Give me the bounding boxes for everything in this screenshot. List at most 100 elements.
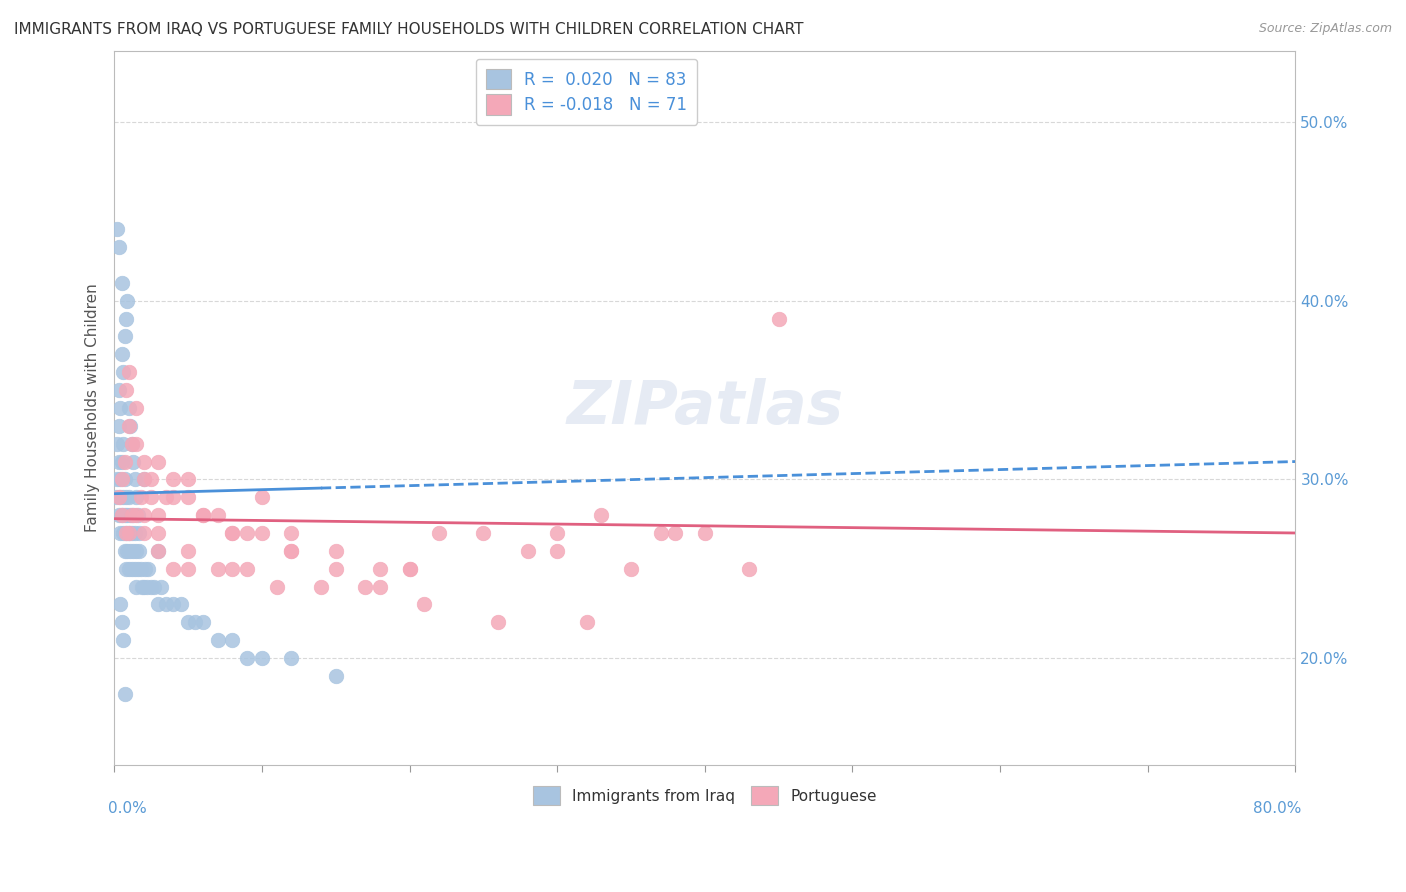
Point	[250, 526, 273, 541]
Point	[125, 544, 148, 558]
Point	[221, 562, 243, 576]
Point	[118, 526, 141, 541]
Point	[117, 508, 139, 522]
Point	[131, 580, 153, 594]
Point	[139, 490, 162, 504]
Point	[115, 311, 138, 326]
Point	[693, 526, 716, 541]
Point	[118, 526, 141, 541]
Point	[546, 544, 568, 558]
Point	[112, 526, 135, 541]
Point	[110, 508, 132, 522]
Point	[266, 580, 288, 594]
Point	[177, 490, 200, 504]
Point	[155, 490, 177, 504]
Point	[162, 472, 184, 486]
Point	[207, 633, 229, 648]
Point	[177, 562, 200, 576]
Text: Source: ZipAtlas.com: Source: ZipAtlas.com	[1258, 22, 1392, 36]
Point	[280, 544, 302, 558]
Point	[121, 436, 143, 450]
Point	[108, 472, 131, 486]
Point	[107, 418, 129, 433]
Point	[325, 544, 347, 558]
Point	[620, 562, 643, 576]
Point	[110, 472, 132, 486]
Point	[120, 418, 142, 433]
Point	[221, 633, 243, 648]
Point	[591, 508, 613, 522]
Point	[546, 526, 568, 541]
Point	[125, 508, 148, 522]
Point	[124, 562, 146, 576]
Point	[413, 598, 436, 612]
Point	[148, 454, 170, 468]
Point	[124, 526, 146, 541]
Point	[108, 401, 131, 415]
Point	[107, 490, 129, 504]
Point	[169, 598, 191, 612]
Point	[250, 490, 273, 504]
Point	[114, 472, 136, 486]
Point	[115, 562, 138, 576]
Point	[114, 454, 136, 468]
Point	[280, 651, 302, 665]
Point	[107, 454, 129, 468]
Point	[221, 526, 243, 541]
Point	[118, 418, 141, 433]
Point	[105, 472, 128, 486]
Point	[121, 526, 143, 541]
Point	[148, 526, 170, 541]
Point	[191, 508, 214, 522]
Point	[122, 508, 145, 522]
Point	[650, 526, 672, 541]
Point	[110, 508, 132, 522]
Point	[368, 562, 391, 576]
Point	[207, 562, 229, 576]
Point	[132, 454, 155, 468]
Point	[108, 598, 131, 612]
Point	[118, 365, 141, 379]
Point	[155, 598, 177, 612]
Point	[132, 508, 155, 522]
Point	[136, 562, 159, 576]
Point	[516, 544, 538, 558]
Point	[148, 544, 170, 558]
Point	[427, 526, 450, 541]
Point	[107, 508, 129, 522]
Point	[112, 633, 135, 648]
Point	[104, 490, 127, 504]
Point	[486, 615, 509, 630]
Point	[128, 526, 150, 541]
Point	[738, 562, 761, 576]
Point	[115, 490, 138, 504]
Point	[125, 436, 148, 450]
Text: 0.0%: 0.0%	[108, 801, 148, 816]
Point	[118, 562, 141, 576]
Point	[177, 544, 200, 558]
Point	[132, 472, 155, 486]
Point	[125, 490, 148, 504]
Point	[325, 562, 347, 576]
Point	[472, 526, 495, 541]
Point	[118, 401, 141, 415]
Text: IMMIGRANTS FROM IRAQ VS PORTUGUESE FAMILY HOUSEHOLDS WITH CHILDREN CORRELATION C: IMMIGRANTS FROM IRAQ VS PORTUGUESE FAMIL…	[14, 22, 804, 37]
Point	[191, 508, 214, 522]
Point	[184, 615, 207, 630]
Point	[105, 436, 128, 450]
Point	[768, 311, 790, 326]
Point	[115, 383, 138, 397]
Point	[129, 490, 152, 504]
Point	[221, 526, 243, 541]
Point	[132, 526, 155, 541]
Legend: Immigrants from Iraq, Portuguese: Immigrants from Iraq, Portuguese	[527, 780, 883, 811]
Point	[236, 651, 259, 665]
Point	[148, 598, 170, 612]
Point	[162, 562, 184, 576]
Point	[125, 401, 148, 415]
Point	[110, 615, 132, 630]
Point	[117, 544, 139, 558]
Point	[122, 544, 145, 558]
Point	[121, 508, 143, 522]
Point	[108, 490, 131, 504]
